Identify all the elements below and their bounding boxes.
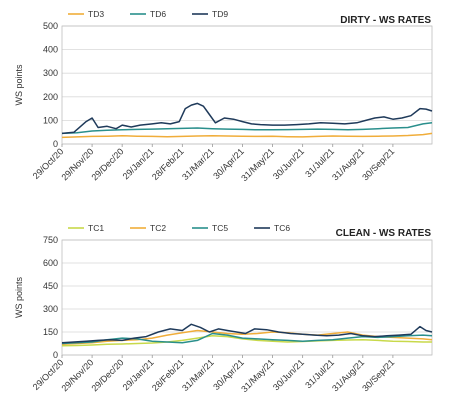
- chart2-x-tick-31-May-21: 31/May/21: [239, 357, 276, 394]
- chart2-legend-TC6: TC6: [274, 223, 290, 233]
- chart2-series-TC6: [61, 323, 433, 344]
- chart1-plot-frame: [61, 25, 433, 145]
- chart2-title: CLEAN - WS RATES: [336, 228, 432, 239]
- chart2-x-tick-30-Jun-21: 30/Jun/21: [271, 357, 306, 392]
- chart1-x-tick-29-Dec-20: 29/Dec/20: [89, 146, 125, 182]
- chart2-x-tick-29-Dec-20: 29/Dec/20: [89, 357, 125, 393]
- chart2-y-tick-600: 600: [43, 258, 58, 268]
- chart1-x-tick-28-Feb-21: 28/Feb/21: [150, 146, 186, 182]
- chart2-legend-TC1: TC1: [88, 223, 104, 233]
- chart2-x-tick-30-Sep-21: 30/Sep/21: [360, 357, 396, 393]
- chart1-y-tick-500: 500: [43, 21, 58, 31]
- chart1-y-tick-400: 400: [43, 45, 58, 55]
- chart1-y-tick-100: 100: [43, 115, 58, 125]
- chart2-y-tick-150: 150: [43, 327, 58, 337]
- chart1-series-TD6: [61, 122, 433, 135]
- chart2-series-TC5: [61, 332, 433, 345]
- chart1-legend-TD3: TD3: [88, 9, 104, 19]
- chart1-series-TD3: [61, 132, 433, 139]
- chart2-legend-TC5: TC5: [212, 223, 228, 233]
- chart1-legend-TD6: TD6: [150, 9, 166, 19]
- chart2-y-axis-label: WS points: [14, 276, 24, 318]
- chart1-y-tick-0: 0: [53, 139, 58, 149]
- chart1-legend-TD9: TD9: [212, 9, 228, 19]
- chart1-x-tick-31-Mar-21: 31/Mar/21: [180, 146, 216, 182]
- chart2-x-tick-28-Feb-21: 28/Feb/21: [150, 357, 186, 393]
- chart2-legend-TC2: TC2: [150, 223, 166, 233]
- chart2-y-tick-750: 750: [43, 235, 58, 245]
- chart1-y-tick-200: 200: [43, 92, 58, 102]
- chart2-y-tick-450: 450: [43, 281, 58, 291]
- chart2-y-tick-0: 0: [53, 350, 58, 360]
- chart1-x-tick-30-Sep-21: 30/Sep/21: [360, 146, 396, 182]
- chart2-x-tick-31-Mar-21: 31/Mar/21: [180, 357, 216, 393]
- chart2-y-tick-300: 300: [43, 304, 58, 314]
- chart2-series-TC1: [61, 335, 432, 347]
- chart1-title: DIRTY - WS RATES: [340, 15, 431, 26]
- chart1-series-TD9: [61, 102, 433, 135]
- chart1-x-tick-30-Jun-21: 30/Jun/21: [271, 146, 306, 181]
- chart1-x-tick-31-May-21: 31/May/21: [239, 146, 276, 183]
- chart1-y-axis-label: WS points: [14, 64, 24, 106]
- chart1-y-tick-300: 300: [43, 68, 58, 78]
- chart2-plot-frame: [61, 239, 433, 356]
